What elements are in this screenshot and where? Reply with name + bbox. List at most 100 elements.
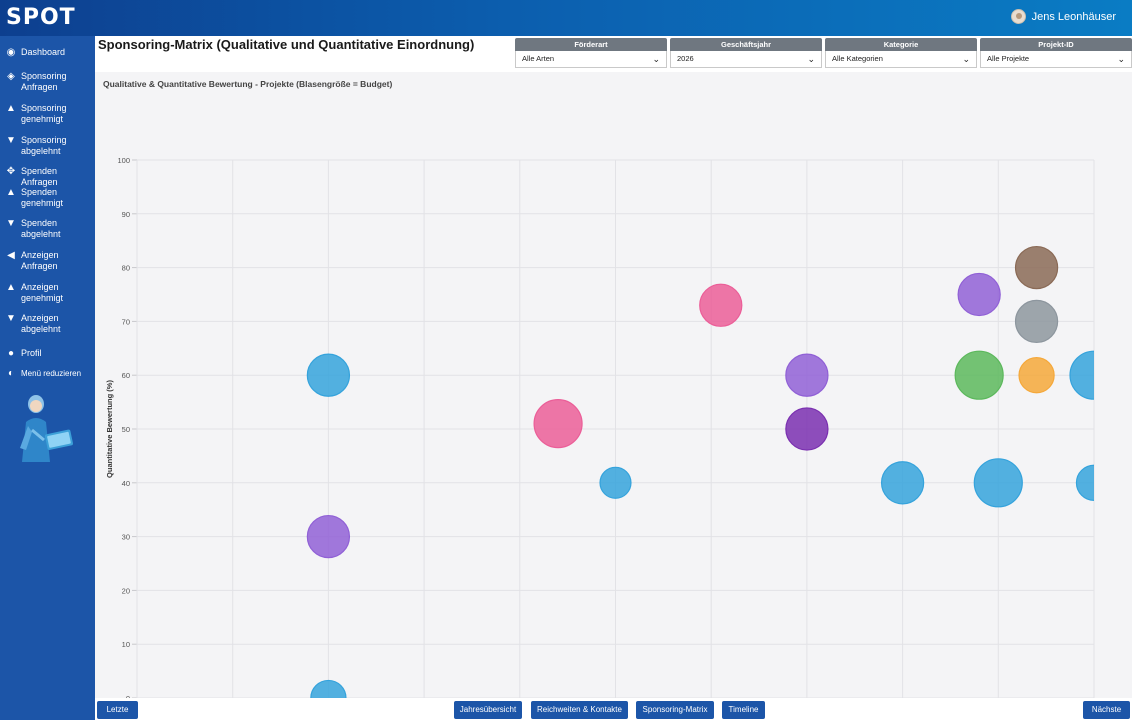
sidebar: ◉ Dashboard ◈ Sponsoring Anfragen ▲ Spon… <box>0 36 95 720</box>
user-name: Jens Leonhäuser <box>1031 10 1116 23</box>
sidebar-item-label: Anzeigen Anfragen <box>21 250 59 271</box>
sidebar-item-dashboard[interactable]: ◉ Dashboard <box>0 47 95 58</box>
chevron-down-icon: ⌄ <box>652 54 660 64</box>
dashboard-icon: ◉ <box>6 47 16 58</box>
y-tick-label: 60 <box>122 371 130 380</box>
foerderart-select[interactable]: Alle Arten ⌄ <box>515 51 667 68</box>
next-button[interactable]: Nächste <box>1083 701 1130 719</box>
thumbs-down-icon: ▼ <box>6 218 16 229</box>
filter-label: Geschäftsjahr <box>670 38 822 51</box>
y-tick-label: 90 <box>122 210 130 219</box>
tab-timeline[interactable]: Timeline <box>722 701 765 719</box>
sidebar-item-label: Anzeigen abgelehnt <box>21 313 61 334</box>
top-bar: SPOT Jens Leonhäuser <box>0 0 1132 36</box>
bubble-point[interactable] <box>1018 357 1055 394</box>
y-axis-label: Quantitative Bewertung (%) <box>105 380 114 478</box>
page-title: Sponsoring-Matrix (Qualitative und Quant… <box>98 37 475 52</box>
y-tick-label: 100 <box>117 156 130 165</box>
avatar <box>1010 9 1026 24</box>
bubble-point[interactable] <box>954 350 1004 400</box>
chevron-down-icon: ⌄ <box>1117 54 1125 64</box>
app-logo[interactable]: SPOT <box>6 5 76 30</box>
bubble-point[interactable] <box>1075 464 1111 501</box>
tab-sponsoring-matrix[interactable]: Sponsoring-Matrix <box>636 701 714 719</box>
sidebar-item-label: Sponsoring Anfragen <box>21 71 67 92</box>
projekt-id-select[interactable]: Alle Projekte ⌄ <box>980 51 1132 68</box>
user-icon: ● <box>7 348 15 359</box>
handshake-icon: ✥ <box>6 166 16 177</box>
tag-icon: ◈ <box>7 71 15 82</box>
y-tick-label: 70 <box>122 317 130 326</box>
sidebar-item-spenden-genehmigt[interactable]: ▲ Spenden genehmigt <box>0 187 95 209</box>
chart-panel: Qualitative & Quantitative Bewertung - P… <box>95 72 1132 698</box>
geschaeftsjahr-select[interactable]: 2026 ⌄ <box>670 51 822 68</box>
y-tick-label: 0 <box>126 694 130 698</box>
sidebar-item-label: Spenden genehmigt <box>21 187 64 208</box>
prev-button[interactable]: Letzte <box>97 701 138 719</box>
filter-kategorie[interactable]: Kategorie Alle Kategorien ⌄ <box>825 38 977 69</box>
filter-geschaeftsjahr[interactable]: Geschäftsjahr 2026 ⌄ <box>670 38 822 69</box>
bubble-point[interactable] <box>1014 245 1059 290</box>
bubble-point[interactable] <box>973 458 1023 508</box>
bubble-point[interactable] <box>1014 299 1059 344</box>
bubble-point[interactable] <box>306 353 351 397</box>
sidebar-item-anzeigen-abgelehnt[interactable]: ▼ Anzeigen abgelehnt <box>0 313 95 335</box>
collapse-icon: ◐ <box>7 368 15 379</box>
bubble-point[interactable] <box>599 466 632 499</box>
sidebar-item-sponsoring-anfragen[interactable]: ◈ Sponsoring Anfragen <box>0 71 95 93</box>
y-tick-label: 80 <box>122 264 130 273</box>
bubble-point[interactable] <box>957 272 1001 317</box>
kategorie-select[interactable]: Alle Kategorien ⌄ <box>825 51 977 68</box>
y-tick-label: 20 <box>122 586 130 595</box>
main-content: Sponsoring-Matrix (Qualitative und Quant… <box>95 36 1132 720</box>
select-value: 2026 <box>677 54 694 63</box>
select-value: Alle Kategorien <box>832 54 883 63</box>
select-value: Alle Arten <box>522 54 555 63</box>
y-tick-label: 50 <box>122 425 130 434</box>
thumbs-up-icon: ▲ <box>6 103 16 114</box>
bubble-point[interactable] <box>785 353 829 397</box>
bubble-point[interactable] <box>785 407 829 451</box>
sidebar-item-spenden-abgelehnt[interactable]: ▼ Spenden abgelehnt <box>0 218 95 240</box>
y-tick-label: 30 <box>122 533 130 542</box>
filter-label: Projekt-ID <box>980 38 1132 51</box>
user-menu[interactable]: Jens Leonhäuser <box>1010 9 1116 24</box>
sidebar-item-anzeigen-anfragen[interactable]: ◀ Anzeigen Anfragen <box>0 250 95 272</box>
bubble-group <box>306 245 1118 698</box>
bubble-point[interactable] <box>1069 350 1118 400</box>
filter-label: Förderart <box>515 38 667 51</box>
y-tick-label: 40 <box>122 479 130 488</box>
sidebar-item-label: Spenden Anfragen <box>21 166 58 187</box>
sidebar-item-label: Sponsoring genehmigt <box>21 103 67 124</box>
thumbs-up-icon: ▲ <box>6 282 16 293</box>
bubble-point[interactable] <box>306 514 351 559</box>
bubble-point[interactable] <box>310 679 347 698</box>
bubble-point[interactable] <box>533 399 583 449</box>
sidebar-item-menu-reduzieren[interactable]: ◐ Menü reduzieren <box>0 368 95 379</box>
tab-reichweiten-kontakte[interactable]: Reichweiten & Kontakte <box>531 701 628 719</box>
sidebar-item-label: Menü reduzieren <box>21 369 82 378</box>
tab-jahresuebersicht[interactable]: Jahresübersicht <box>454 701 522 719</box>
chevron-down-icon: ⌄ <box>962 54 970 64</box>
thumbs-down-icon: ▼ <box>6 313 16 324</box>
sidebar-item-label: Profil <box>21 348 42 358</box>
megaphone-icon: ◀ <box>7 250 15 261</box>
filter-foerderart[interactable]: Förderart Alle Arten ⌄ <box>515 38 667 69</box>
chevron-down-icon: ⌄ <box>807 54 815 64</box>
thumbs-down-icon: ▼ <box>6 135 16 146</box>
bubble-point[interactable] <box>880 461 925 505</box>
filter-projekt-id[interactable]: Projekt-ID Alle Projekte ⌄ <box>980 38 1132 69</box>
robot-mascot-image <box>20 395 73 462</box>
thumbs-up-icon: ▲ <box>6 187 16 198</box>
chart-title: Qualitative & Quantitative Bewertung - P… <box>103 79 393 89</box>
sidebar-item-anzeigen-genehmigt[interactable]: ▲ Anzeigen genehmigt <box>0 282 95 304</box>
bubble-chart: 0102030405060708090100010203040506070809… <box>105 156 1118 698</box>
sidebar-item-label: Sponsoring abgelehnt <box>21 135 67 156</box>
bubble-point[interactable] <box>699 283 743 327</box>
sidebar-item-spenden-anfragen[interactable]: ✥ Spenden Anfragen <box>0 166 95 188</box>
filter-label: Kategorie <box>825 38 977 51</box>
sidebar-item-sponsoring-abgelehnt[interactable]: ▼ Sponsoring abgelehnt <box>0 135 95 157</box>
sidebar-item-label: Dashboard <box>21 47 66 57</box>
sidebar-item-sponsoring-genehmigt[interactable]: ▲ Sponsoring genehmigt <box>0 103 95 125</box>
sidebar-item-profil[interactable]: ● Profil <box>0 348 95 359</box>
